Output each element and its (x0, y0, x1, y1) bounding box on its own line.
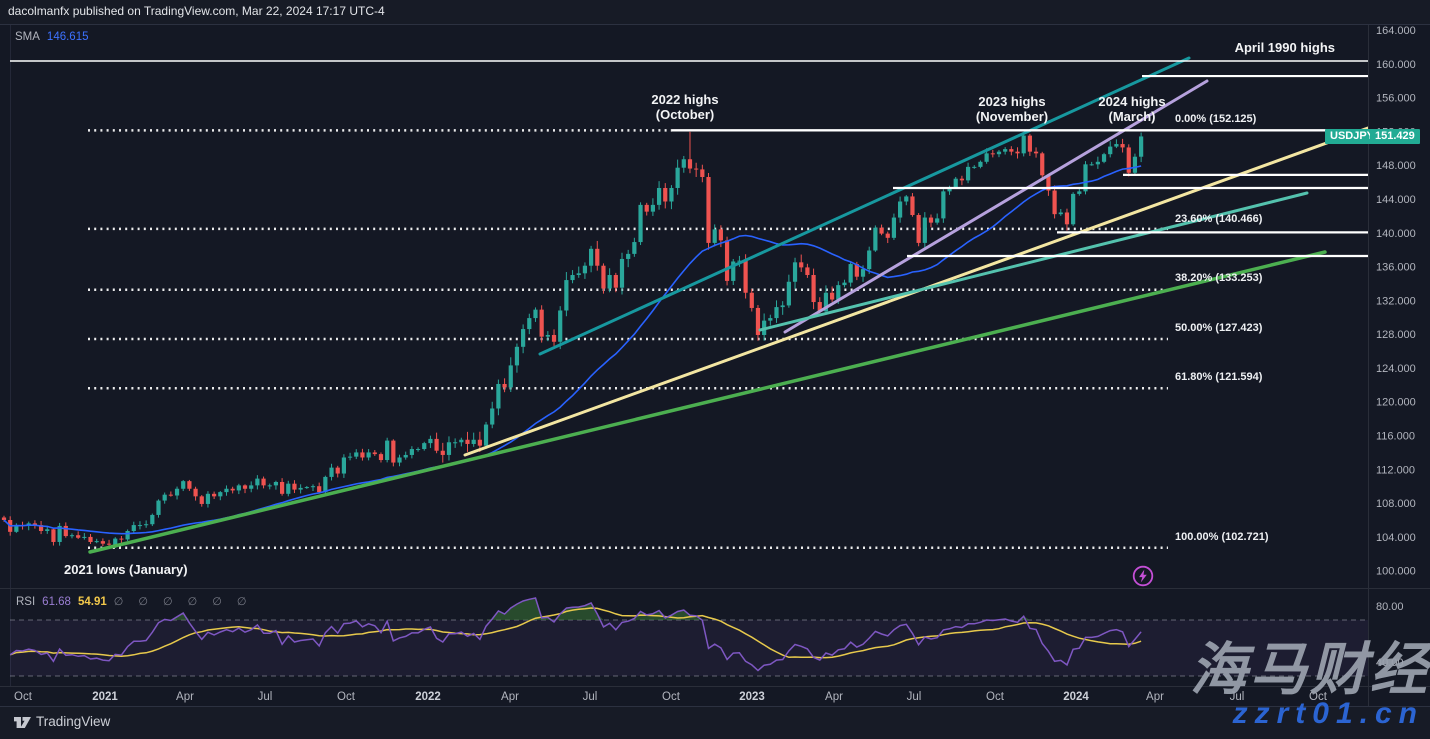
annotation-2024-line2: (March) (1108, 109, 1156, 124)
annotation-2022-line2: (October) (655, 107, 715, 122)
purple-2023-2024-trend (783, 79, 1209, 334)
fib-label-50: 50.00% (127.423) (1175, 322, 1263, 334)
fib-label-0: 0.00% (152.125) (1175, 113, 1257, 125)
svg-text:140.000: 140.000 (1376, 228, 1416, 240)
svg-text:Oct: Oct (986, 691, 1005, 703)
rsi-value: 61.68 (42, 595, 71, 608)
svg-text:2021: 2021 (92, 691, 118, 703)
rsi-legend[interactable]: RSI 61.68 54.91 ∅ ∅ ∅ ∅ ∅ ∅ (16, 595, 253, 609)
svg-text:136.000: 136.000 (1376, 262, 1416, 274)
svg-text:120.000: 120.000 (1376, 397, 1416, 409)
rsi-empty-slots: ∅ ∅ ∅ ∅ ∅ ∅ (113, 596, 253, 608)
svg-text:Apr: Apr (825, 691, 843, 703)
svg-text:156.000: 156.000 (1376, 93, 1416, 105)
annotation-2024-highs: 2024 highs (March) (1072, 94, 1192, 124)
price-pane (1, 56, 1368, 554)
annotation-2024-line1: 2024 highs (1098, 94, 1166, 109)
watermark-chinese: 海马财经 (1190, 638, 1430, 702)
rsi-label: RSI (16, 595, 36, 608)
svg-text:104.000: 104.000 (1376, 532, 1416, 544)
rsi-ma-line (9, 607, 1142, 659)
last-price-tag: 151.429 (1370, 129, 1420, 144)
sma-line (3, 165, 1142, 535)
seafoam-support-trend (758, 191, 1309, 332)
svg-text:Jul: Jul (1230, 691, 1245, 703)
svg-text:2024: 2024 (1063, 691, 1089, 703)
rsi-pane (9, 597, 1368, 677)
svg-text:160.000: 160.000 (1376, 59, 1416, 71)
annotation-2023-line1: 2023 highs (978, 94, 1046, 109)
time-axis[interactable]: Oct 2021 Apr Jul Oct 2022 Apr Jul Oct 2023 Apr Jul O… (14, 691, 1328, 703)
fib-label-382: 38.20% (133.253) (1175, 272, 1263, 284)
svg-text:Oct: Oct (14, 691, 33, 703)
sma-value: 146.615 (46, 31, 89, 43)
svg-text:Apr: Apr (176, 691, 194, 703)
svg-text:Oct: Oct (1309, 691, 1328, 703)
svg-text:132.000: 132.000 (1376, 295, 1416, 307)
svg-text:Jul: Jul (258, 691, 273, 703)
publish-header: dacolmanfx published on TradingView.com,… (0, 0, 1430, 25)
svg-text:Apr: Apr (1146, 691, 1164, 703)
svg-text:164.000: 164.000 (1376, 25, 1416, 37)
annotation-2022-line1: 2022 highs (651, 92, 719, 107)
annotation-2023-line2: (November) (975, 109, 1049, 124)
svg-text:2023: 2023 (739, 691, 765, 703)
annotation-2023-highs: 2023 highs (November) (952, 94, 1072, 124)
watermark-url: zzrt01.cn (1232, 697, 1424, 730)
svg-text:Oct: Oct (337, 691, 356, 703)
annotation-2022-highs: 2022 highs (October) (625, 92, 745, 122)
candlestick-series (1, 131, 1144, 549)
price-axis[interactable]: 164.000160.000156.000152.000148.000144.0… (1376, 25, 1416, 669)
svg-text:40.00: 40.00 (1376, 657, 1404, 669)
svg-text:144.000: 144.000 (1376, 194, 1416, 206)
svg-text:Apr: Apr (501, 691, 519, 703)
tradingview-brand[interactable]: TradingView (36, 714, 111, 729)
svg-text:Jul: Jul (583, 691, 598, 703)
svg-text:128.000: 128.000 (1376, 329, 1416, 341)
svg-text:148.000: 148.000 (1376, 160, 1416, 172)
rsi-line (9, 597, 1142, 672)
svg-text:Jul: Jul (907, 691, 922, 703)
svg-text:Oct: Oct (662, 691, 681, 703)
symbol-tag: USDJPY (1325, 129, 1380, 144)
annotation-2021-lows: 2021 lows (January) (64, 562, 188, 577)
svg-text:80.00: 80.00 (1376, 601, 1404, 613)
tradingview-logo-icon[interactable] (13, 713, 32, 732)
svg-text:100.000: 100.000 (1376, 566, 1416, 578)
green-long-term-support (88, 250, 1327, 554)
sma-legend[interactable]: SMA 146.615 (15, 31, 89, 43)
fib-label-100: 100.00% (102.721) (1175, 531, 1269, 543)
svg-text:2022: 2022 (415, 691, 441, 703)
teal-highs-channel (538, 56, 1191, 356)
svg-text:116.000: 116.000 (1376, 431, 1415, 443)
sma-label: SMA (15, 31, 40, 43)
fib-label-236: 23.60% (140.466) (1175, 213, 1263, 225)
footer-bar: TradingView (0, 707, 1430, 739)
annotation-april-1990-highs: April 1990 highs (1234, 40, 1335, 55)
flash-boost-button[interactable] (1132, 565, 1154, 587)
svg-text:112.000: 112.000 (1376, 464, 1415, 476)
flash-icon (1132, 565, 1154, 587)
fib-label-618: 61.80% (121.594) (1175, 371, 1263, 383)
svg-text:108.000: 108.000 (1376, 498, 1416, 510)
rsi-ma-value: 54.91 (77, 595, 107, 608)
svg-text:124.000: 124.000 (1376, 363, 1416, 375)
publish-info: dacolmanfx published on TradingView.com,… (8, 4, 385, 18)
